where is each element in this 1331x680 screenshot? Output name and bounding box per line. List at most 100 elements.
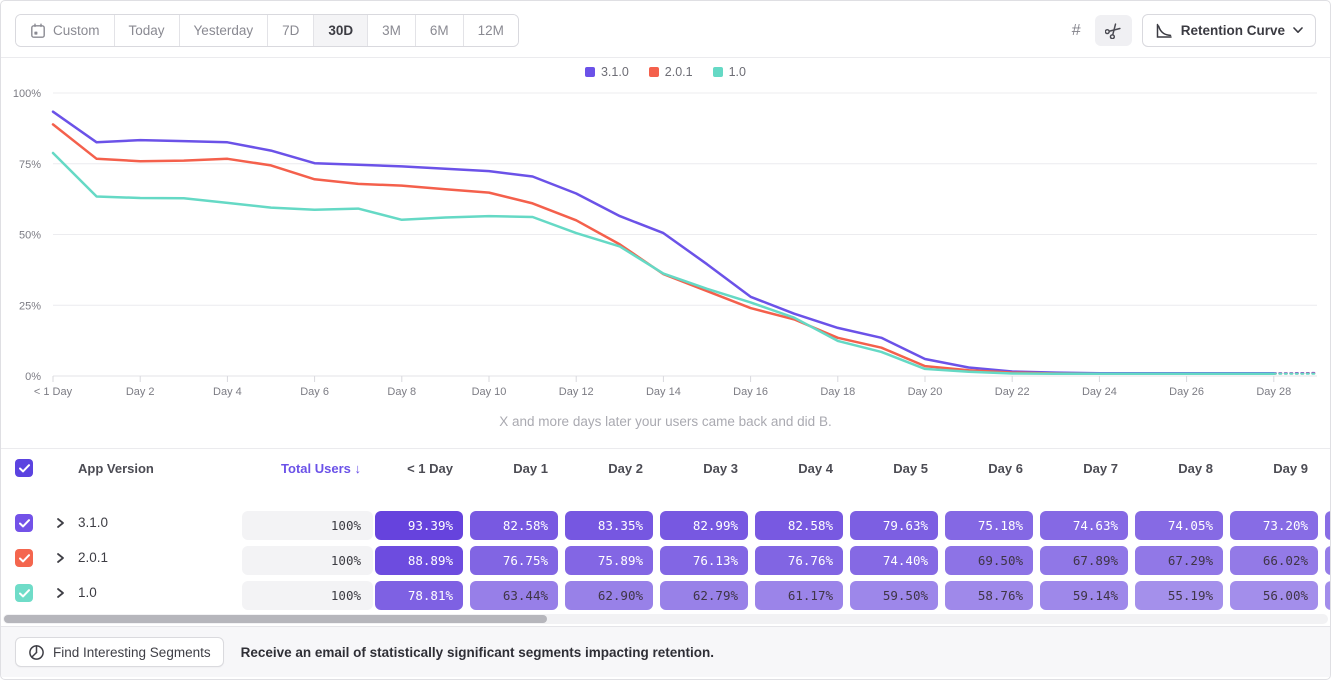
- retention-cell-2.0.1-day5[interactable]: 74.40%: [850, 546, 938, 575]
- retention-cell-1.0-day2[interactable]: 62.90%: [565, 581, 653, 610]
- scrollbar-thumb[interactable]: [4, 615, 547, 623]
- x-axis-label: Day 18: [820, 386, 855, 398]
- retention-cell-2.0.1-day0[interactable]: 88.89%: [375, 546, 463, 575]
- retention-cell-1.0-day4[interactable]: 61.17%: [755, 581, 843, 610]
- retention-cell-3.1.0-day1[interactable]: 82.58%: [470, 511, 558, 540]
- expand-chevron-icon[interactable]: [56, 517, 65, 529]
- date-range-12m[interactable]: 12M: [463, 15, 518, 46]
- retention-cell-1.0-day0[interactable]: 78.81%: [375, 581, 463, 610]
- date-range-3m[interactable]: 3M: [368, 15, 416, 46]
- retention-curve-icon: [1156, 23, 1172, 38]
- retention-cell-3.1.0-day3[interactable]: 82.99%: [660, 511, 748, 540]
- y-axis-label: 100%: [13, 88, 41, 100]
- row-checkbox-3.1.0[interactable]: [15, 514, 33, 532]
- legend-swatch: [584, 67, 595, 77]
- column-header-day-5[interactable]: Day 5: [893, 461, 928, 476]
- retention-cell-2.0.1-day8[interactable]: 67.29%: [1135, 546, 1223, 575]
- segment-circle-icon: [29, 644, 44, 660]
- column-header-day-4[interactable]: Day 4: [798, 461, 833, 476]
- legend-item-1.0[interactable]: 1.0: [712, 65, 746, 79]
- retention-cell-3.1.0-day9[interactable]: 73.20%: [1230, 511, 1318, 540]
- retention-cell-2.0.1-day9[interactable]: 66.02%: [1230, 546, 1318, 575]
- column-header-day-7[interactable]: Day 7: [1083, 461, 1118, 476]
- find-interesting-segments-button[interactable]: Find Interesting Segments: [15, 637, 224, 667]
- column-header-day-8[interactable]: Day 8: [1178, 461, 1213, 476]
- legend-swatch: [648, 67, 659, 77]
- retention-cell-1.0-day10[interactable]: 56.50%: [1325, 581, 1330, 610]
- legend-item-3.1.0[interactable]: 3.1.0: [584, 65, 629, 79]
- retention-cell-2.0.1-day6[interactable]: 69.50%: [945, 546, 1033, 575]
- x-axis-label: Day 26: [1169, 386, 1204, 398]
- column-header--1-day[interactable]: < 1 Day: [407, 461, 453, 476]
- expand-chevron-icon[interactable]: [56, 552, 65, 564]
- date-range-today[interactable]: Today: [114, 15, 180, 46]
- find-interesting-segments-label: Find Interesting Segments: [53, 644, 211, 660]
- select-all-checkbox[interactable]: [15, 459, 33, 477]
- expand-chevron-icon[interactable]: [56, 587, 65, 599]
- x-axis-label: Day 14: [646, 386, 681, 398]
- retention-cell-3.1.0-day4[interactable]: 82.58%: [755, 511, 843, 540]
- column-header-total-users[interactable]: Total Users ↓: [281, 461, 361, 476]
- number-view-button[interactable]: #: [1058, 15, 1095, 46]
- retention-cell-1.0-day9[interactable]: 56.00%: [1230, 581, 1318, 610]
- chevron-down-icon: [1293, 27, 1303, 33]
- total-users-cell: 100%: [242, 546, 373, 575]
- column-header-day-6[interactable]: Day 6: [988, 461, 1023, 476]
- scrollbar-track[interactable]: [3, 614, 1328, 624]
- segments-email-message: Receive an email of statistically signif…: [240, 644, 714, 660]
- column-header-day-3[interactable]: Day 3: [703, 461, 738, 476]
- legend-label: 3.1.0: [600, 65, 629, 79]
- retention-cell-1.0-day5[interactable]: 59.50%: [850, 581, 938, 610]
- x-axis-label: Day 20: [908, 386, 943, 398]
- table-row-1.0: 1.0 100% 78.81% 63.44% 62.90% 62.79% 61.17% 59.…: [1, 578, 1330, 612]
- date-range-7d[interactable]: 7D: [268, 15, 315, 46]
- y-axis-label: 75%: [19, 159, 41, 171]
- retention-cell-2.0.1-day2[interactable]: 75.89%: [565, 546, 653, 575]
- total-users-cell: 100%: [242, 581, 373, 610]
- app-version-label: 3.1.0: [78, 515, 109, 530]
- scissors-icon: [1104, 23, 1121, 39]
- chart-type-label: Retention Curve: [1180, 23, 1285, 38]
- retention-cell-3.1.0-day10[interactable]: 72.40%: [1325, 511, 1330, 540]
- check-icon: [18, 588, 30, 597]
- legend-item-2.0.1[interactable]: 2.0.1: [648, 65, 693, 79]
- trim-curve-button[interactable]: [1094, 15, 1132, 46]
- retention-cell-1.0-day7[interactable]: 59.14%: [1040, 581, 1128, 610]
- column-header-day-2[interactable]: Day 2: [608, 461, 643, 476]
- retention-cell-1.0-day6[interactable]: 58.76%: [945, 581, 1033, 610]
- retention-line-chart[interactable]: 100% 75% 50% 25% 0% < 1 Day Day 2 Day 4 Day 6 Day…: [1, 58, 1331, 408]
- chart-legend: 3.1.0 2.0.1 1.0: [1, 65, 1330, 79]
- date-range-custom[interactable]: Custom: [16, 15, 115, 46]
- row-checkbox-2.0.1[interactable]: [15, 549, 33, 567]
- line-series-3.1.0: [51, 110, 1276, 375]
- retention-cell-1.0-day1[interactable]: 63.44%: [470, 581, 558, 610]
- retention-cell-2.0.1-day1[interactable]: 76.75%: [470, 546, 558, 575]
- retention-cell-2.0.1-day10[interactable]: 64.80%: [1325, 546, 1330, 575]
- column-header-app-version[interactable]: App Version: [78, 461, 154, 476]
- bottom-bar: Find Interesting Segments Receive an ema…: [1, 626, 1330, 677]
- retention-cell-2.0.1-day4[interactable]: 76.76%: [755, 546, 843, 575]
- date-range-30d[interactable]: 30D: [314, 15, 369, 46]
- chart-type-dropdown[interactable]: Retention Curve: [1141, 14, 1316, 47]
- date-range-yesterday[interactable]: Yesterday: [179, 15, 269, 46]
- column-header-day-1[interactable]: Day 1: [513, 461, 548, 476]
- retention-cell-1.0-day3[interactable]: 62.79%: [660, 581, 748, 610]
- retention-cell-3.1.0-day7[interactable]: 74.63%: [1040, 511, 1128, 540]
- row-checkbox-1.0[interactable]: [15, 584, 33, 602]
- retention-cell-2.0.1-day7[interactable]: 67.89%: [1040, 546, 1128, 575]
- x-axis-label: Day 28: [1256, 386, 1291, 398]
- table-header-row: App Version Total Users ↓ < 1 Day Day 1 Da…: [1, 449, 1330, 487]
- retention-cell-3.1.0-day0[interactable]: 93.39%: [375, 511, 463, 540]
- retention-cell-1.0-day8[interactable]: 55.19%: [1135, 581, 1223, 610]
- retention-cell-3.1.0-day2[interactable]: 83.35%: [565, 511, 653, 540]
- x-axis-label: Day 2: [126, 386, 155, 398]
- retention-cell-3.1.0-day5[interactable]: 79.63%: [850, 511, 938, 540]
- column-header-day-10[interactable]: Day 10: [1325, 461, 1330, 476]
- column-header-day-9[interactable]: Day 9: [1273, 461, 1308, 476]
- retention-cell-3.1.0-day8[interactable]: 74.05%: [1135, 511, 1223, 540]
- x-axis-label: Day 24: [1082, 386, 1117, 398]
- date-range-6m[interactable]: 6M: [415, 15, 464, 46]
- retention-cell-3.1.0-day6[interactable]: 75.18%: [945, 511, 1033, 540]
- retention-cell-2.0.1-day3[interactable]: 76.13%: [660, 546, 748, 575]
